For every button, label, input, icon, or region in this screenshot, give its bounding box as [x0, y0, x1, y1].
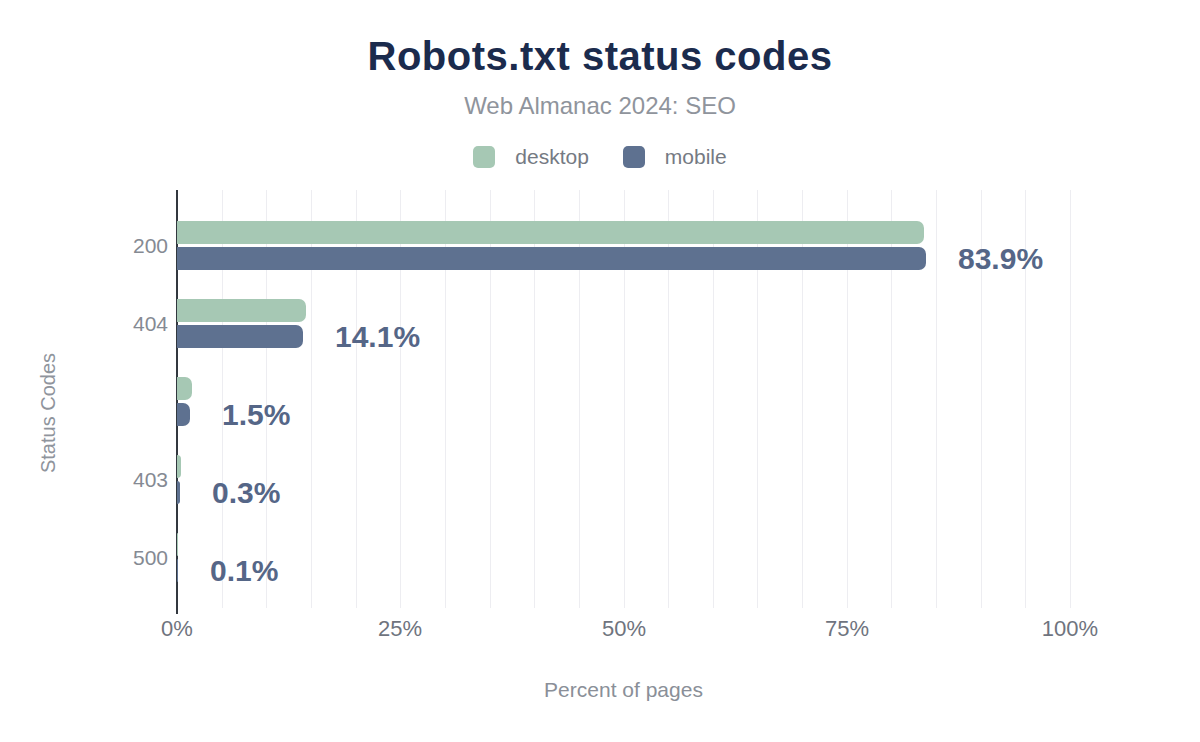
desktop-swatch-icon — [473, 146, 495, 168]
x-tick-label: 25% — [340, 616, 460, 642]
value-label: 14.1% — [335, 320, 420, 354]
gridline — [1070, 190, 1071, 608]
y-tick-label — [90, 389, 168, 415]
mobile-swatch-icon — [623, 146, 645, 168]
y-tick-label: 500 — [90, 545, 168, 571]
x-tick-label: 0% — [117, 616, 237, 642]
bar-group: 83.9% — [177, 221, 1070, 270]
bar-group: 1.5% — [177, 377, 1070, 426]
mobile-bar — [177, 325, 303, 348]
value-label: 0.1% — [210, 554, 278, 588]
y-tick-label: 404 — [90, 311, 168, 337]
x-tick-label: 50% — [564, 616, 684, 642]
y-axis-title: Status Codes — [37, 353, 60, 473]
value-label: 83.9% — [958, 242, 1043, 276]
desktop-bar — [177, 533, 178, 556]
x-tick-label: 100% — [1010, 616, 1130, 642]
legend-item-mobile: mobile — [623, 145, 727, 169]
value-label: 1.5% — [222, 398, 290, 432]
legend-item-desktop: desktop — [473, 145, 589, 169]
desktop-bar — [177, 455, 181, 478]
chart-title: Robots.txt status codes — [0, 34, 1200, 79]
desktop-bar — [177, 221, 924, 244]
bar-group: 14.1% — [177, 299, 1070, 348]
chart-subtitle: Web Almanac 2024: SEO — [0, 92, 1200, 120]
y-tick-label: 403 — [90, 467, 168, 493]
mobile-bar — [177, 247, 926, 270]
desktop-bar — [177, 299, 306, 322]
mobile-bar — [177, 559, 178, 582]
figure-robots-txt-status-codes: Robots.txt status codes Web Almanac 2024… — [0, 0, 1200, 742]
desktop-bar — [177, 377, 192, 400]
legend-label-desktop: desktop — [515, 145, 589, 169]
y-tick-label: 200 — [90, 233, 168, 259]
mobile-bar — [177, 481, 180, 504]
x-tick-label: 75% — [787, 616, 907, 642]
bar-group: 0.1% — [177, 533, 1070, 582]
legend-label-mobile: mobile — [665, 145, 727, 169]
value-label: 0.3% — [212, 476, 280, 510]
legend: desktop mobile — [0, 144, 1200, 170]
mobile-bar — [177, 403, 190, 426]
plot-area: 83.9% 14.1% 1.5% 0.3% 0.1% — [177, 190, 1070, 608]
bar-group: 0.3% — [177, 455, 1070, 504]
x-axis-title: Percent of pages — [177, 678, 1070, 702]
